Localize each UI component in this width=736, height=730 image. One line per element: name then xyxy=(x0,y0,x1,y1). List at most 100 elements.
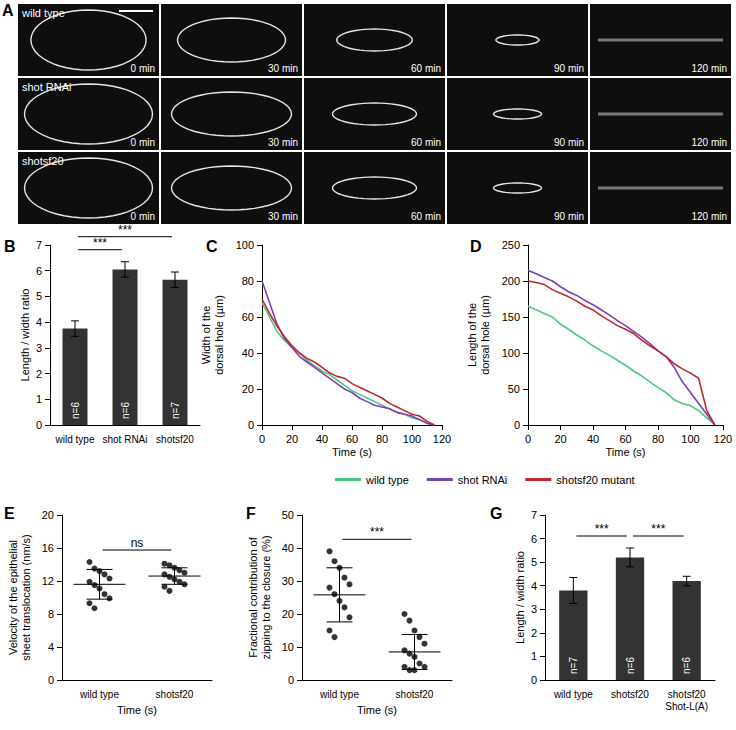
svg-text:shotsf20: shotsf20 xyxy=(668,689,706,700)
svg-text:100: 100 xyxy=(502,347,520,359)
svg-text:30 min: 30 min xyxy=(268,211,298,222)
svg-text:F: F xyxy=(246,505,256,522)
svg-text:wild type: wild type xyxy=(79,689,119,700)
svg-text:50: 50 xyxy=(282,509,294,521)
svg-text:90 min: 90 min xyxy=(554,63,584,74)
svg-text:4: 4 xyxy=(48,641,54,653)
svg-text:Time (s): Time (s) xyxy=(357,704,397,716)
svg-text:100: 100 xyxy=(403,433,421,445)
svg-text:20: 20 xyxy=(242,383,254,395)
svg-text:n=7: n=7 xyxy=(568,657,579,674)
svg-text:40: 40 xyxy=(316,433,328,445)
svg-text:shotsf20: shotsf20 xyxy=(611,689,649,700)
svg-text:n=6: n=6 xyxy=(681,657,692,674)
svg-text:4: 4 xyxy=(531,580,537,592)
svg-text:wild type: wild type xyxy=(55,434,95,445)
svg-text:Length of the: Length of the xyxy=(466,303,478,367)
svg-text:shotsf20: shotsf20 xyxy=(156,434,194,445)
svg-text:Shot-L(A): Shot-L(A) xyxy=(665,701,708,712)
svg-text:G: G xyxy=(490,505,502,522)
svg-text:80: 80 xyxy=(376,433,388,445)
svg-text:shotsf20 mutant: shotsf20 mutant xyxy=(556,474,634,486)
svg-text:***: *** xyxy=(370,525,384,539)
svg-text:B: B xyxy=(4,238,16,255)
svg-text:n=6: n=6 xyxy=(120,402,131,419)
svg-text:sheet translocation (nm/s): sheet translocation (nm/s) xyxy=(20,534,32,661)
svg-text:250: 250 xyxy=(502,239,520,251)
svg-text:***: *** xyxy=(118,223,132,237)
svg-text:dorsal hole (µm): dorsal hole (µm) xyxy=(213,295,225,375)
svg-text:100: 100 xyxy=(681,433,699,445)
svg-text:6: 6 xyxy=(531,533,537,545)
svg-text:20: 20 xyxy=(554,433,566,445)
svg-text:A: A xyxy=(2,2,14,19)
svg-text:0 min: 0 min xyxy=(131,137,155,148)
svg-text:60 min: 60 min xyxy=(411,63,441,74)
svg-text:wild type: wild type xyxy=(553,689,593,700)
svg-text:40: 40 xyxy=(242,347,254,359)
svg-text:1: 1 xyxy=(36,393,42,405)
svg-text:shotsf20: shotsf20 xyxy=(156,689,194,700)
svg-text:0 min: 0 min xyxy=(131,211,155,222)
svg-text:20: 20 xyxy=(282,608,294,620)
svg-text:5: 5 xyxy=(531,556,537,568)
svg-text:2: 2 xyxy=(531,627,537,639)
svg-text:120 min: 120 min xyxy=(691,63,727,74)
svg-text:0: 0 xyxy=(525,433,531,445)
svg-text:8: 8 xyxy=(48,608,54,620)
svg-text:Time (s): Time (s) xyxy=(606,446,646,458)
svg-text:Time (s): Time (s) xyxy=(117,704,157,716)
svg-text:E: E xyxy=(4,505,15,522)
svg-text:shotsf20: shotsf20 xyxy=(22,155,64,167)
svg-text:120: 120 xyxy=(714,433,732,445)
svg-text:shot RNAi: shot RNAi xyxy=(102,434,147,445)
svg-text:6: 6 xyxy=(36,265,42,277)
svg-text:0: 0 xyxy=(531,674,537,686)
svg-text:Length / width ratio: Length / width ratio xyxy=(19,289,31,382)
svg-text:60 min: 60 min xyxy=(411,137,441,148)
svg-text:5: 5 xyxy=(36,290,42,302)
svg-text:shot RNAi: shot RNAi xyxy=(458,474,508,486)
svg-text:***: *** xyxy=(93,236,107,250)
svg-text:1: 1 xyxy=(531,650,537,662)
svg-text:12: 12 xyxy=(42,575,54,587)
svg-text:60 min: 60 min xyxy=(411,211,441,222)
svg-text:shot RNAi: shot RNAi xyxy=(22,81,72,93)
svg-text:4: 4 xyxy=(36,316,42,328)
svg-text:40: 40 xyxy=(282,542,294,554)
svg-text:40: 40 xyxy=(587,433,599,445)
svg-text:ns: ns xyxy=(131,536,144,550)
svg-text:60: 60 xyxy=(242,311,254,323)
svg-text:90 min: 90 min xyxy=(554,211,584,222)
svg-text:n=6: n=6 xyxy=(625,657,636,674)
svg-text:0: 0 xyxy=(514,419,520,431)
svg-text:120 min: 120 min xyxy=(691,211,727,222)
svg-text:7: 7 xyxy=(531,509,537,521)
svg-text:wild type: wild type xyxy=(319,689,359,700)
svg-text:0: 0 xyxy=(259,433,265,445)
svg-text:Fractional contribution of: Fractional contribution of xyxy=(247,536,259,657)
svg-text:wild type: wild type xyxy=(365,474,409,486)
svg-text:0: 0 xyxy=(48,674,54,686)
svg-text:30 min: 30 min xyxy=(268,137,298,148)
svg-text:100: 100 xyxy=(236,239,254,251)
svg-text:0: 0 xyxy=(248,419,254,431)
svg-text:Time (s): Time (s) xyxy=(332,446,372,458)
svg-text:80: 80 xyxy=(652,433,664,445)
svg-text:2: 2 xyxy=(36,368,42,380)
svg-text:zipping to the closure (%): zipping to the closure (%) xyxy=(260,535,272,659)
svg-text:***: *** xyxy=(595,522,609,536)
svg-text:50: 50 xyxy=(508,383,520,395)
svg-text:C: C xyxy=(206,238,218,255)
svg-text:D: D xyxy=(470,238,482,255)
svg-text:30: 30 xyxy=(282,575,294,587)
svg-text:Velocity of the epithelial: Velocity of the epithelial xyxy=(7,540,19,655)
svg-text:16: 16 xyxy=(42,542,54,554)
svg-text:n=6: n=6 xyxy=(70,402,81,419)
svg-text:shotsf20: shotsf20 xyxy=(396,689,434,700)
svg-text:20: 20 xyxy=(286,433,298,445)
svg-text:60: 60 xyxy=(346,433,358,445)
svg-text:3: 3 xyxy=(531,603,537,615)
svg-text:***: *** xyxy=(651,522,665,536)
svg-text:80: 80 xyxy=(242,275,254,287)
